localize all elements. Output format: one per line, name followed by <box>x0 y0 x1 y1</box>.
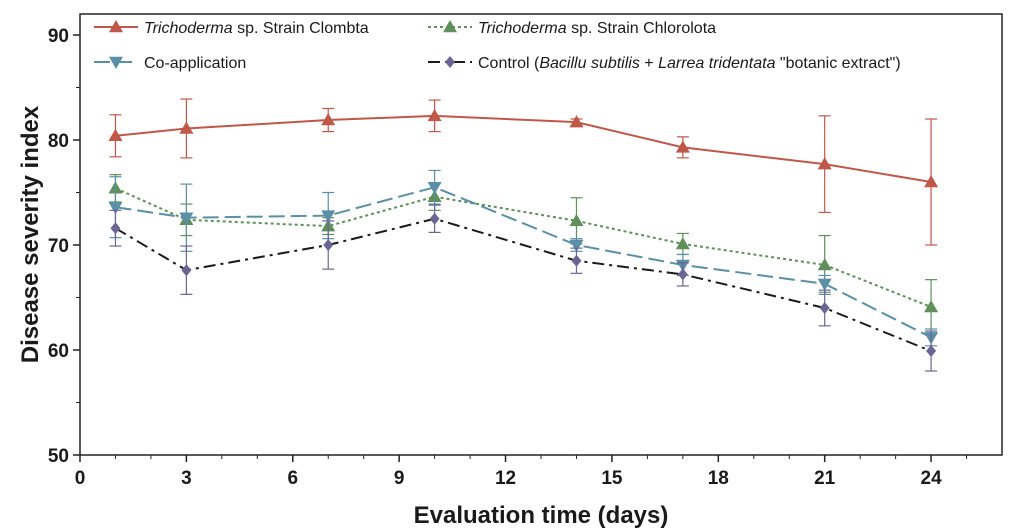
legend-item-clombta: Trichoderma sp. Strain Clombta <box>94 20 369 37</box>
data-point <box>179 212 194 225</box>
x-tick-label: 6 <box>287 468 298 489</box>
y-tick-label: 80 <box>48 131 69 152</box>
x-axis-title: Evaluation time (days) <box>414 502 669 528</box>
series-control <box>109 204 938 372</box>
data-point <box>569 239 584 252</box>
legend-item-coapp: Co-application <box>94 55 246 72</box>
x-tick-label: 12 <box>495 468 516 489</box>
legend-marker <box>443 20 457 33</box>
x-tick-label: 3 <box>181 468 192 489</box>
data-point <box>321 210 336 223</box>
data-point <box>571 254 582 267</box>
data-point <box>569 213 584 227</box>
data-point <box>924 175 939 188</box>
y-tick-label: 90 <box>48 26 69 47</box>
data-point <box>427 108 442 122</box>
legend-label: Trichoderma sp. Strain Clombta <box>144 20 369 37</box>
y-tick-label: 70 <box>48 236 69 257</box>
x-tick-label: 15 <box>601 468 623 489</box>
series-line-control <box>114 217 932 352</box>
x-tick-label: 24 <box>921 468 943 489</box>
data-point <box>181 264 192 277</box>
x-tick-label: 0 <box>75 468 86 489</box>
x-tick-label: 21 <box>814 468 836 489</box>
data-point <box>675 140 690 153</box>
data-point <box>675 236 690 250</box>
series-chlorolota <box>108 174 939 335</box>
y-axis-title: Disease severity index <box>17 105 44 363</box>
legend-item-control: Control (Bacillu subtilis + Larrea tride… <box>428 55 901 72</box>
data-point <box>569 115 584 128</box>
series-line-clombta <box>115 114 932 183</box>
plot-area <box>108 98 939 372</box>
x-tick-label: 9 <box>394 468 405 489</box>
legend: Trichoderma sp. Strain Clombta Trichoderm… <box>94 20 901 72</box>
y-tick-label: 50 <box>48 446 69 467</box>
legend-label: Trichoderma sp. Strain Chlorolota <box>478 20 716 37</box>
data-point <box>819 302 830 314</box>
data-point <box>179 121 194 134</box>
y-tick-label: 60 <box>48 341 69 362</box>
data-point <box>110 222 121 235</box>
data-point <box>817 257 832 271</box>
legend-marker <box>109 20 123 33</box>
legend-label: Co-application <box>144 55 246 72</box>
data-point <box>321 113 336 126</box>
axes: 0 3 6 9 12 15 18 21 24 50 60 70 80 90 <box>48 13 1003 489</box>
legend-item-chlorolota: Trichoderma sp. Strain Chlorolota <box>428 20 716 37</box>
series-coapp <box>108 169 939 347</box>
data-point <box>924 299 939 313</box>
data-point <box>817 278 832 291</box>
data-point <box>429 212 440 225</box>
legend-label: Control (Bacillu subtilis + Larrea tride… <box>478 55 901 72</box>
legend-marker <box>109 56 123 69</box>
legend-marker <box>445 56 455 68</box>
data-point <box>108 201 123 215</box>
data-point <box>817 157 832 170</box>
series-line-chlorolota <box>115 187 932 308</box>
series-line-coapp <box>115 186 932 339</box>
series-clombta <box>108 98 939 246</box>
plot-frame <box>79 13 1003 456</box>
x-tick-label: 18 <box>708 468 729 489</box>
data-point <box>427 182 442 195</box>
data-point <box>108 128 123 142</box>
data-point <box>926 345 937 358</box>
data-point <box>677 268 688 281</box>
data-point <box>323 239 334 251</box>
